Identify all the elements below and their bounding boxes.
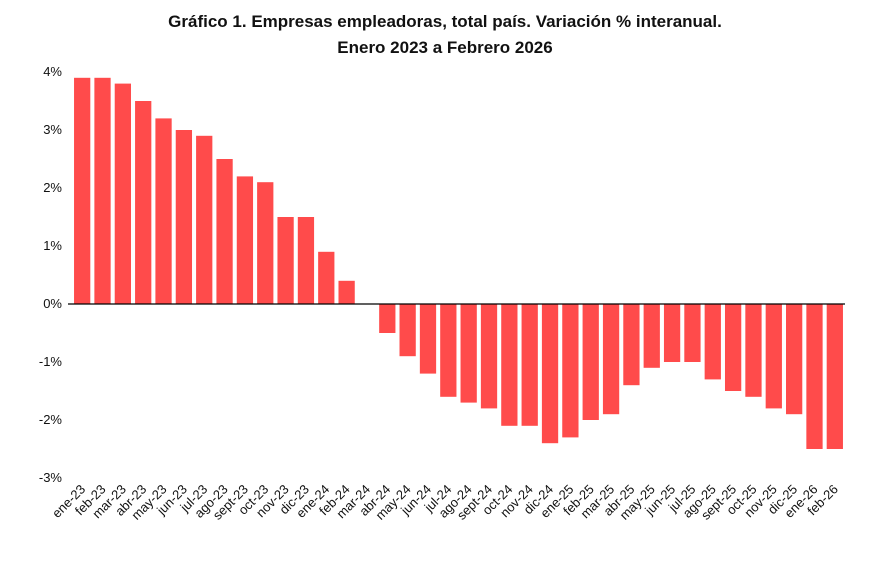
bar: [74, 77, 91, 304]
bar: [460, 304, 477, 403]
bar: [684, 304, 701, 362]
bar: [318, 251, 335, 304]
chart-subtitle: Enero 2023 a Febrero 2026: [337, 38, 552, 57]
bar: [419, 304, 437, 374]
y-tick-label: -2%: [39, 412, 63, 427]
bar: [826, 304, 843, 449]
y-tick-label: 1%: [43, 238, 62, 253]
chart-title: Gráfico 1. Empresas empleadoras, total p…: [168, 12, 722, 31]
bar: [786, 304, 803, 415]
bar: [704, 304, 721, 380]
bar: [663, 304, 681, 362]
bar: [297, 217, 315, 304]
bar: [277, 217, 294, 304]
bar: [114, 83, 131, 304]
bar: [196, 135, 213, 304]
bar: [257, 182, 274, 304]
bar: [745, 304, 762, 397]
y-tick-label: -1%: [39, 354, 63, 369]
bar: [216, 159, 233, 304]
bar: [623, 304, 640, 386]
bar: [175, 130, 193, 304]
y-tick-label: 2%: [43, 180, 62, 195]
bar: [541, 304, 559, 444]
bar: [643, 304, 660, 368]
bar: [440, 304, 457, 397]
bar: [562, 304, 579, 438]
bar: [399, 304, 416, 357]
bar: [94, 77, 111, 304]
y-tick-label: 4%: [43, 64, 62, 79]
bar: [379, 304, 396, 333]
bar: [582, 304, 599, 420]
bar: [501, 304, 518, 426]
bar: [521, 304, 538, 426]
y-tick-label: 0%: [43, 296, 62, 311]
bar: [806, 304, 823, 449]
bar: [338, 280, 355, 304]
bar: [724, 304, 742, 391]
bar: [236, 176, 254, 304]
bar: [135, 101, 152, 304]
bar: [155, 118, 172, 305]
bar: [765, 304, 782, 409]
bar: [602, 304, 620, 415]
y-tick-label: 3%: [43, 122, 62, 137]
y-tick-label: -3%: [39, 470, 63, 485]
bar: [480, 304, 498, 409]
